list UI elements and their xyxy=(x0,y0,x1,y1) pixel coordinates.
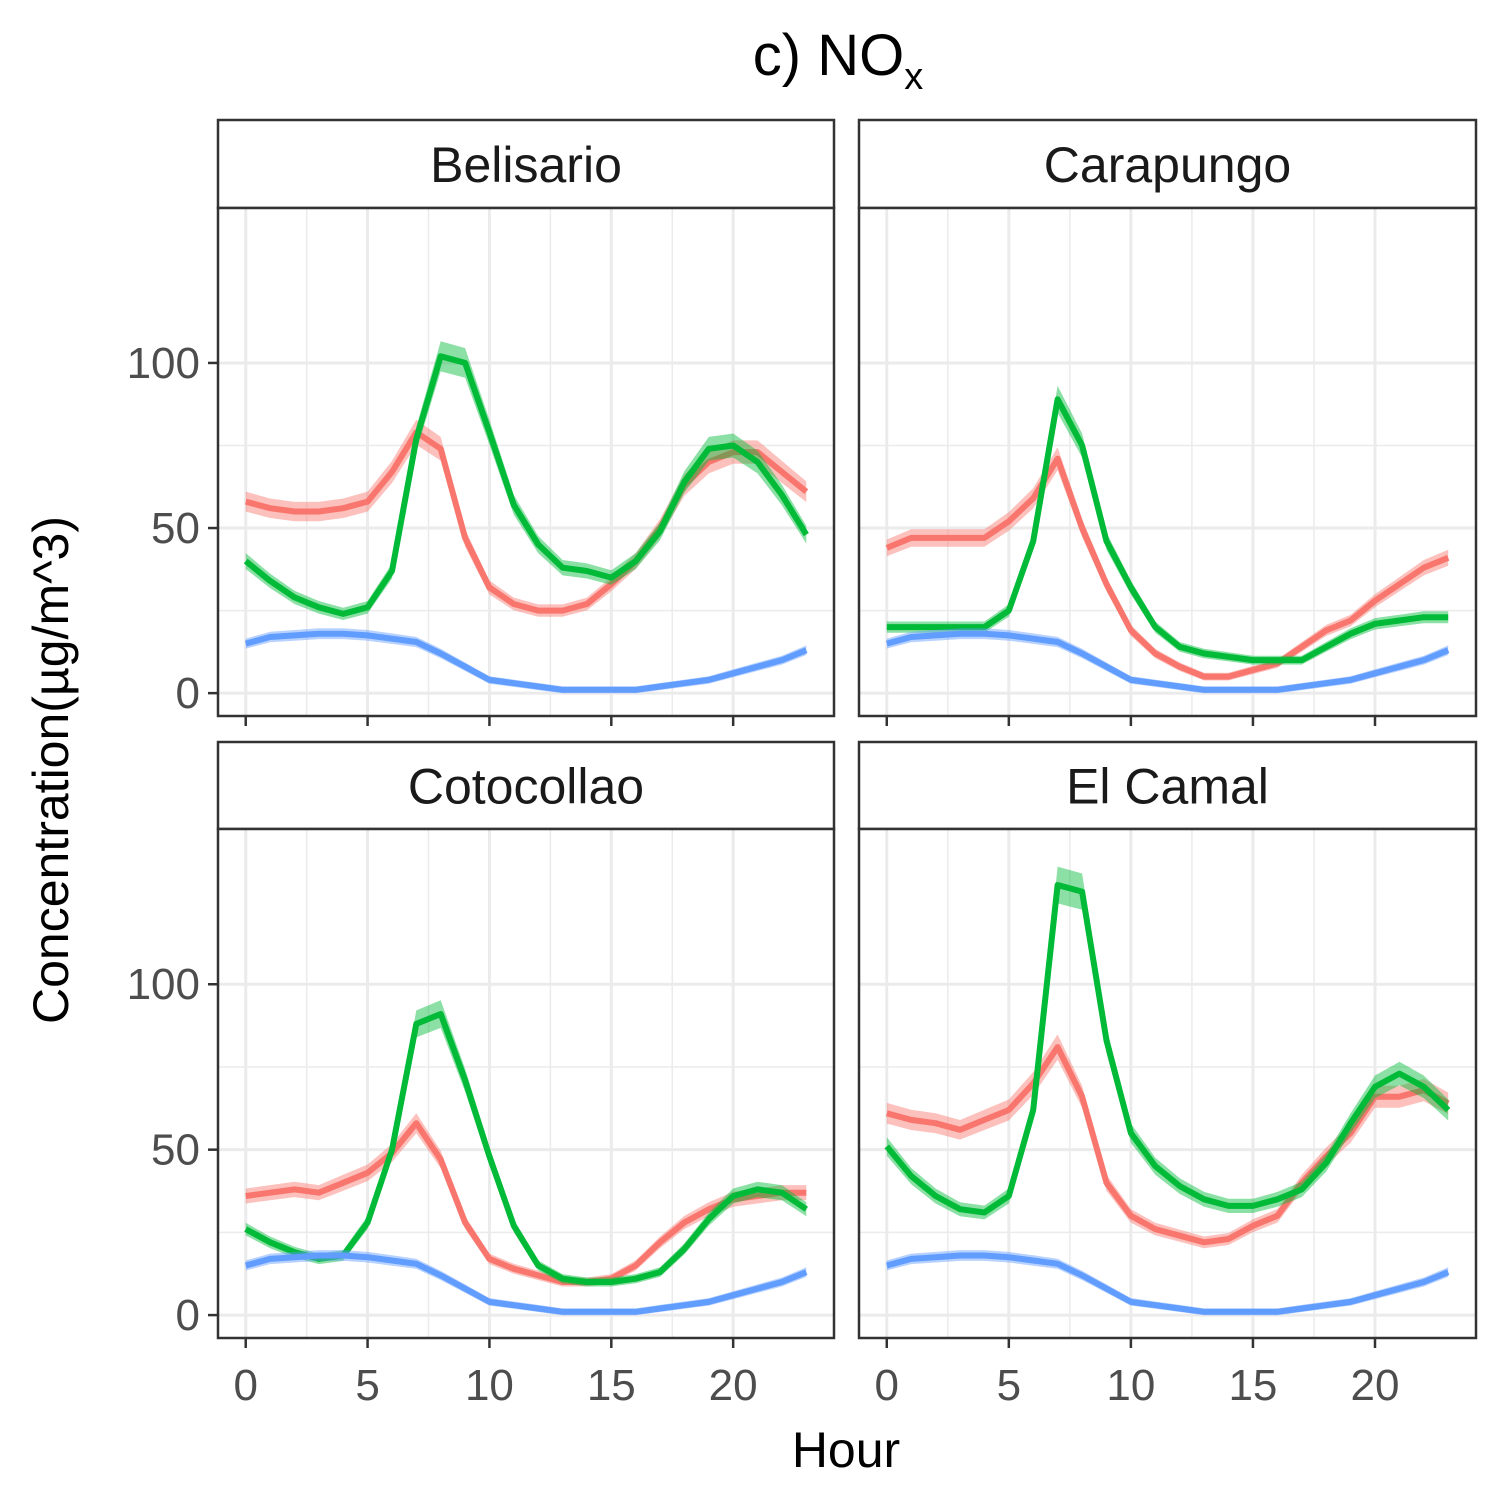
facet-label: Belisario xyxy=(430,137,622,193)
facet-strip xyxy=(216,118,836,210)
y-tick-label: 50 xyxy=(151,504,200,553)
y-tick-label: 0 xyxy=(176,1291,200,1340)
series-line xyxy=(886,396,1449,664)
y-axis-title: Concentration(µg/m^3) xyxy=(23,516,79,1024)
x-tick-label: 10 xyxy=(1106,1361,1155,1410)
series-line xyxy=(886,1044,1450,1246)
facet-strip xyxy=(216,740,836,831)
chart-title: c) NOx xyxy=(753,23,923,98)
x-tick-label: 20 xyxy=(1351,1361,1400,1410)
x-tick-label: 5 xyxy=(355,1361,379,1410)
x-tick-label: 20 xyxy=(709,1361,758,1410)
panel-border xyxy=(216,206,836,718)
facet-label: El Camal xyxy=(1066,759,1269,815)
series-line xyxy=(886,630,1450,693)
panel-border xyxy=(857,827,1478,1340)
panel: Belisario 0 50 100 xyxy=(127,118,836,726)
facet-strip xyxy=(857,118,1478,210)
x-axis-title: Hour xyxy=(792,1422,900,1478)
series-ribbon xyxy=(245,419,807,617)
series-line xyxy=(245,1120,807,1285)
y-tick-label: 50 xyxy=(151,1126,200,1175)
facet-label: Cotocollao xyxy=(408,759,644,815)
panel: El Camal 0 5 10 15 20 xyxy=(857,740,1478,1410)
panel: Carapungo xyxy=(857,118,1478,726)
x-tick-label: 15 xyxy=(1228,1361,1277,1410)
x-tick-label: 0 xyxy=(233,1361,257,1410)
x-tick-label: 0 xyxy=(875,1361,899,1410)
x-tick-label: 10 xyxy=(465,1361,514,1410)
facet-panels: Belisario050100CarapungoCotocollao050100… xyxy=(127,118,1478,1410)
panel: Cotocollao 0 50 100 0 5 10 15 20 xyxy=(127,740,836,1410)
series-line xyxy=(243,353,809,617)
series-line xyxy=(886,1252,1450,1315)
x-tick-label: 5 xyxy=(997,1361,1021,1410)
chart-title-main: c) NO xyxy=(753,23,904,88)
y-tick-label: 0 xyxy=(176,669,200,718)
series-line xyxy=(885,455,1450,680)
x-tick-label: 15 xyxy=(587,1361,636,1410)
panel-border xyxy=(857,206,1478,718)
y-tick-label: 100 xyxy=(127,339,200,388)
facet-strip xyxy=(857,740,1478,831)
y-tick-label: 100 xyxy=(127,960,200,1009)
series-line xyxy=(244,1252,808,1315)
panel-border xyxy=(216,827,836,1340)
series-line xyxy=(244,630,808,693)
facet-label: Carapungo xyxy=(1044,137,1291,193)
series-line xyxy=(244,429,809,614)
chart-title-subscript: x xyxy=(904,56,923,98)
series-line xyxy=(884,882,1451,1216)
